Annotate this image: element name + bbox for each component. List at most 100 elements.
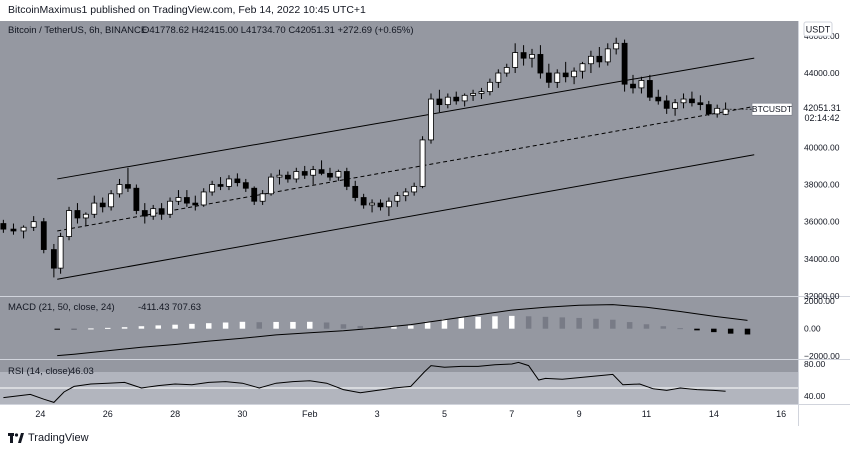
- symbol-tag: [751, 102, 793, 116]
- candle-body: [175, 197, 182, 202]
- macd-histogram-bar: [239, 321, 246, 329]
- candle-up: [638, 76, 645, 94]
- candle-down: [697, 95, 704, 111]
- candle-up: [571, 67, 577, 85]
- candle-body: [402, 191, 409, 197]
- candle-body: [487, 81, 493, 93]
- candle-body: [0, 223, 7, 230]
- candle-body: [57, 236, 64, 269]
- candle-up: [512, 43, 519, 74]
- candle-up: [529, 48, 535, 68]
- channel-layer: [57, 57, 755, 280]
- candle-up: [20, 225, 27, 239]
- candle-down: [192, 195, 199, 211]
- macd-histogram-bar: [104, 327, 111, 329]
- candle-up: [82, 212, 89, 226]
- macd-histogram-bar: [643, 324, 650, 329]
- candle-up: [604, 43, 611, 66]
- candle-body: [335, 171, 342, 178]
- tradingview-logo[interactable]: TradingView: [8, 432, 89, 444]
- candle-up: [722, 102, 729, 116]
- candle-down: [453, 91, 460, 105]
- macd-histogram-bar: [138, 326, 145, 329]
- macd-histogram-bar: [744, 328, 751, 335]
- candle-down: [360, 193, 367, 209]
- symbol-tag-text: BTCUSDT: [752, 104, 792, 114]
- candle-body: [183, 197, 190, 204]
- tradingview-logo-icon: [8, 433, 24, 443]
- candle-up: [293, 167, 300, 183]
- candle-up: [495, 69, 502, 88]
- rsi-tick-label: 80.00: [804, 359, 826, 369]
- candle-body: [562, 72, 569, 78]
- time-tick-label: 28: [170, 409, 180, 419]
- candle-body: [234, 178, 241, 184]
- candle-body: [108, 193, 115, 208]
- candle-up: [268, 173, 274, 196]
- candle-body: [655, 96, 662, 102]
- candle-up: [411, 182, 418, 196]
- candle-body: [385, 200, 392, 208]
- candle-layer: [0, 37, 729, 278]
- currency-label: USDT: [806, 25, 831, 35]
- time-tick-label: 24: [35, 409, 45, 419]
- candle-up: [394, 191, 401, 207]
- candle-body: [50, 249, 57, 269]
- macd-histogram-bar: [660, 326, 667, 329]
- macd-histogram-bar: [424, 321, 431, 329]
- candle-down: [183, 190, 190, 207]
- candle-down: [630, 74, 636, 94]
- macd-histogram-bar: [458, 317, 465, 329]
- currency-button[interactable]: [803, 21, 833, 37]
- time-tick-label: 30: [237, 409, 247, 419]
- macd-histogram-bar: [408, 325, 414, 329]
- macd-histogram-bar: [677, 328, 683, 330]
- price-tick-label: 38000.00: [804, 180, 840, 190]
- candle-up: [385, 197, 392, 217]
- candle-body: [646, 80, 653, 98]
- candle-down: [689, 91, 695, 107]
- candle-up: [503, 63, 510, 77]
- macd-histogram-bar: [727, 328, 734, 334]
- rsi-label: RSI (14, close): [8, 366, 71, 377]
- candle-down: [242, 178, 249, 192]
- candle-up: [680, 93, 687, 109]
- candle-body: [638, 80, 645, 89]
- chart-frame[interactable]: 46000.0044000.0042000.0040000.0038000.00…: [0, 21, 850, 426]
- candle-down: [663, 95, 670, 114]
- last-price-tag: BTCUSDT 42051.31 02:14:42: [751, 102, 845, 125]
- candle-body: [200, 191, 207, 206]
- candle-down: [705, 100, 712, 116]
- candle-body: [310, 169, 317, 176]
- price-axis-bg: [798, 21, 850, 404]
- macd-histogram-bar: [593, 318, 599, 329]
- candle-body: [722, 108, 729, 115]
- candle-body: [545, 72, 552, 83]
- candle-up: [579, 61, 586, 79]
- candle-down: [234, 173, 241, 187]
- candle-body: [571, 70, 577, 78]
- candle-body: [352, 185, 359, 198]
- price-tick-label: 32000.00: [804, 291, 840, 301]
- candle-body: [209, 184, 216, 193]
- macd-histogram-bar: [54, 328, 60, 330]
- macd-histogram-bar: [559, 317, 566, 329]
- candle-down: [562, 61, 569, 83]
- candle-down: [537, 45, 544, 79]
- rsi-value: 46.03: [70, 366, 94, 377]
- candle-body: [259, 193, 266, 202]
- time-tick-label: 11: [642, 409, 651, 419]
- candlestick-chart[interactable]: 46000.0044000.0042000.0040000.0038000.00…: [0, 21, 850, 426]
- candle-body: [579, 63, 586, 72]
- candle-body: [705, 104, 712, 115]
- candle-up: [588, 50, 594, 74]
- macd-histogram-bar: [694, 328, 700, 331]
- candle-up: [369, 199, 375, 213]
- candle-body: [158, 208, 165, 215]
- candle-down: [655, 89, 662, 105]
- candle-down: [99, 197, 106, 213]
- macd-histogram-bar: [172, 324, 178, 329]
- macd-histogram-bar: [323, 322, 330, 329]
- macd-histogram-bar: [206, 323, 212, 329]
- candle-body: [672, 102, 679, 109]
